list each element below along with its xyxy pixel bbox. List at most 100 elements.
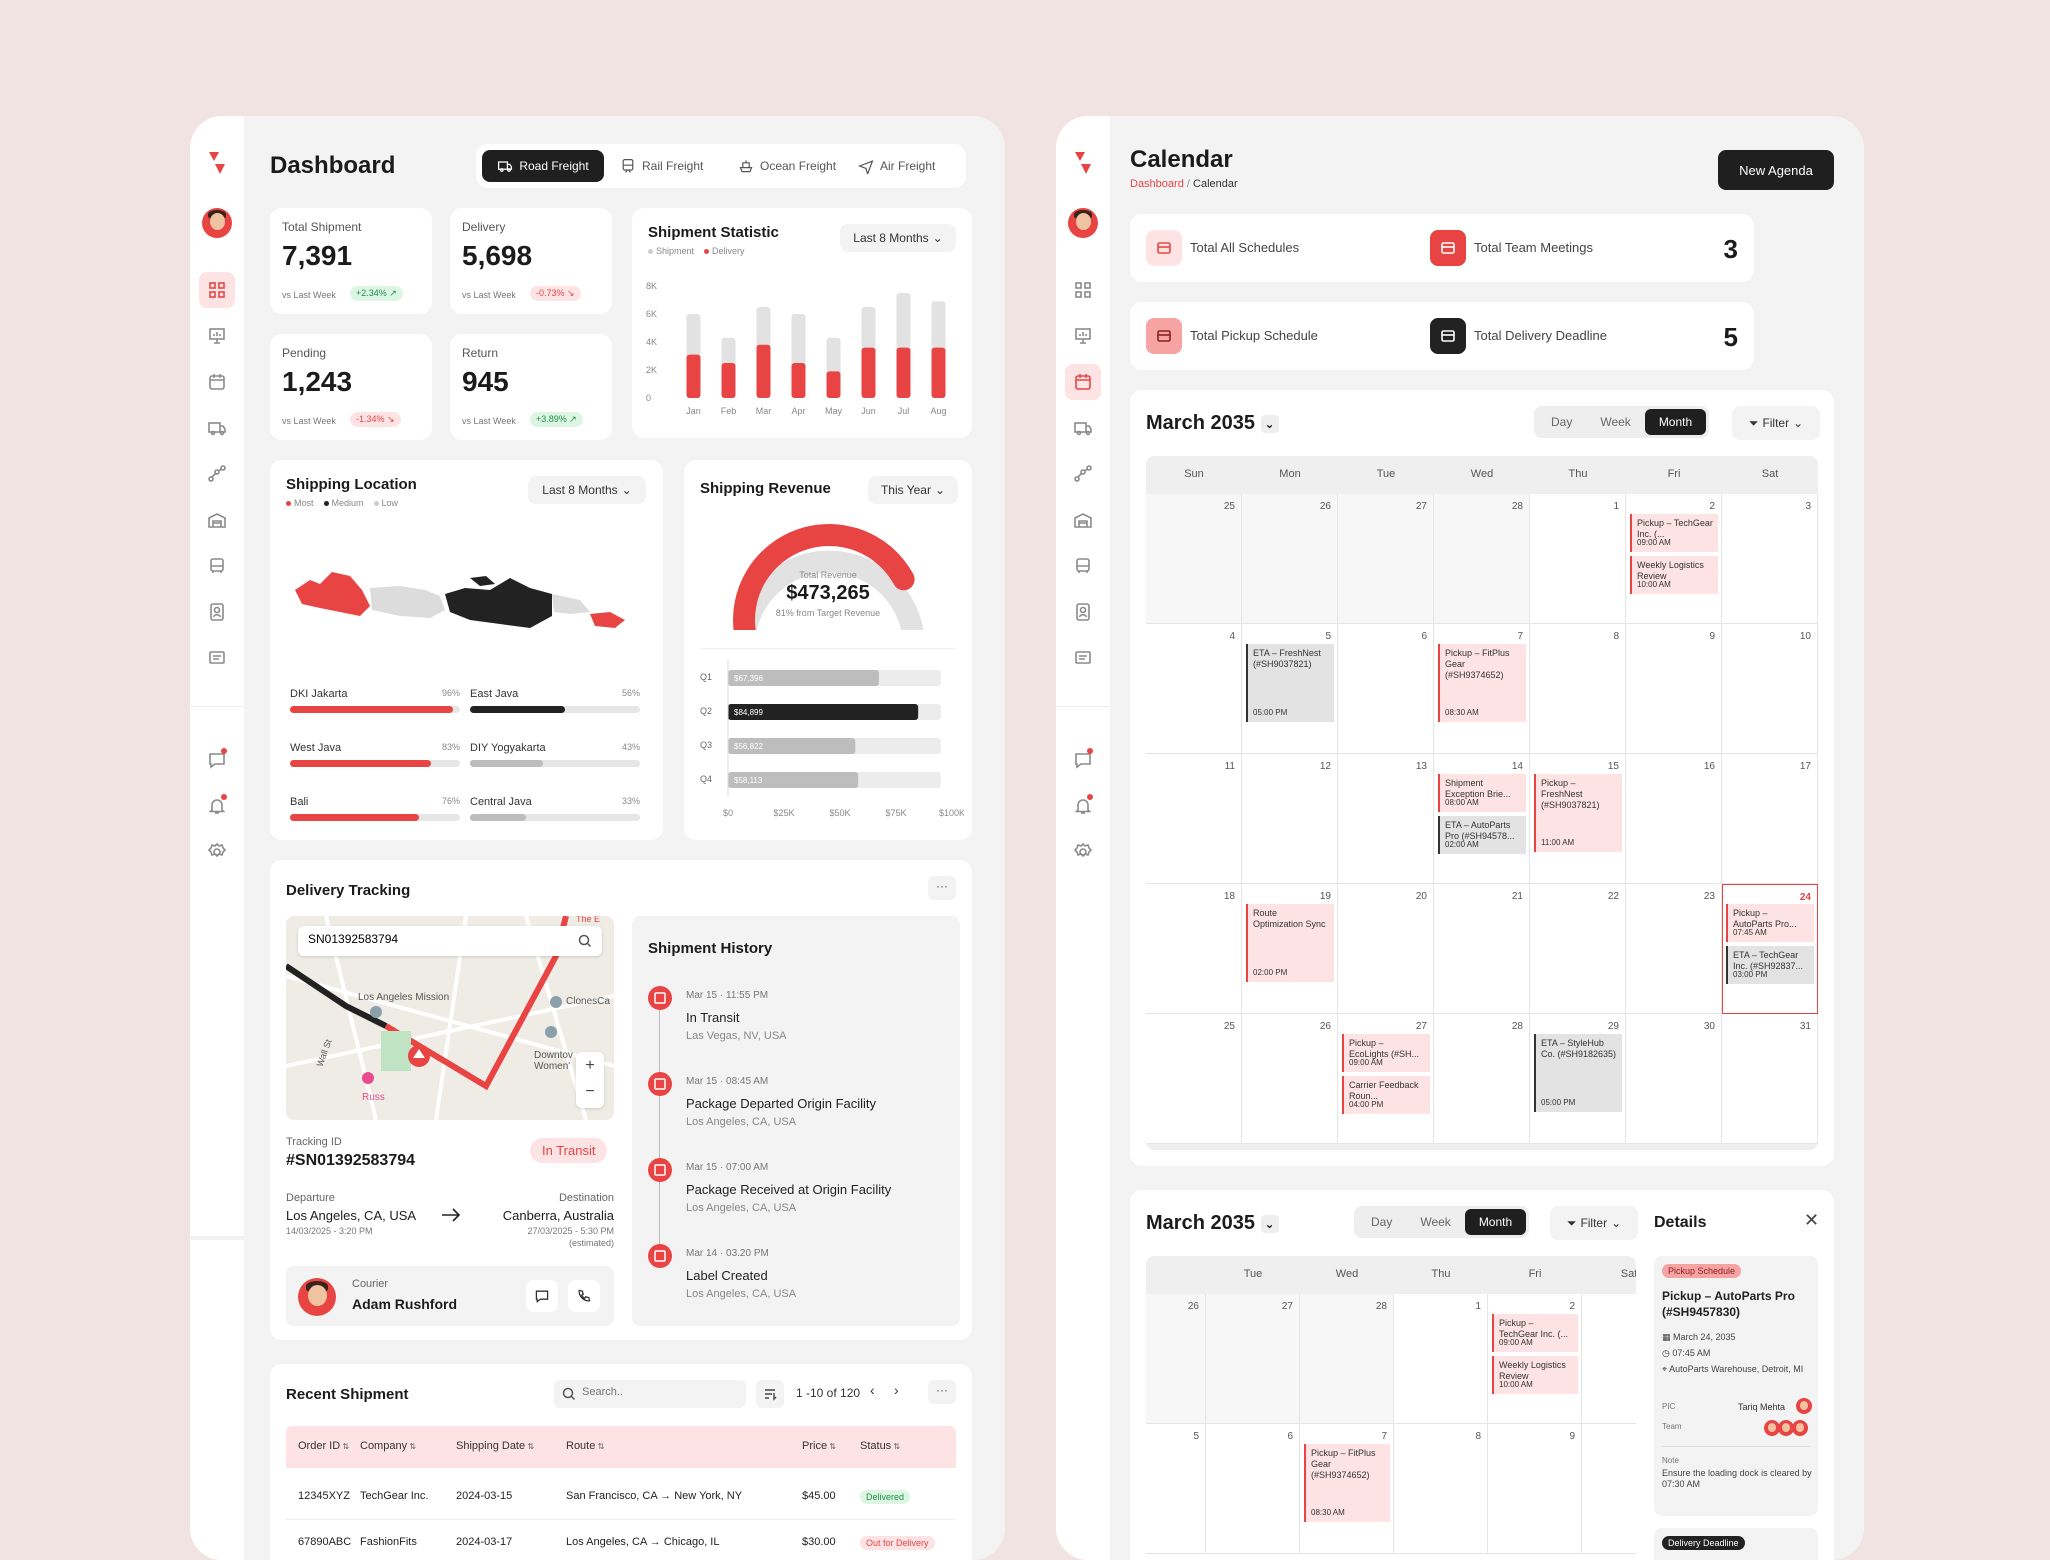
column-header[interactable]: Status ⇅	[860, 1440, 901, 1452]
zoom-out-button[interactable]: −	[585, 1083, 595, 1100]
recent-search-input[interactable]	[582, 1386, 732, 1398]
zoom-in-button[interactable]: +	[585, 1057, 595, 1074]
calendar-event[interactable]: Pickup – FreshNest (#SH9037821) 11:00 AM	[1534, 774, 1622, 852]
truck-icon[interactable]	[1065, 410, 1101, 446]
calendar-day-cell[interactable]: 23	[1626, 884, 1722, 1014]
calendar-day-cell[interactable]: 18	[1146, 884, 1242, 1014]
calendar-day-cell[interactable]: 31	[1722, 1014, 1818, 1144]
calendar-day-cell[interactable]: 25	[1146, 1014, 1242, 1144]
calendar-icon[interactable]	[199, 364, 235, 400]
avatar[interactable]	[1068, 208, 1098, 238]
calendar-event[interactable]: ETA – FreshNest (#SH9037821) 05:00 PM	[1246, 644, 1334, 722]
view-month[interactable]: Month	[1464, 1209, 1527, 1235]
calendar-event[interactable]: Shipment Exception Brie... 08:00 AM	[1438, 774, 1526, 812]
calendar-day-cell[interactable]: 17	[1722, 754, 1818, 884]
calendar-day-cell[interactable]: 28	[1434, 1014, 1530, 1144]
calendar-day-cell[interactable]: 5	[1146, 1424, 1206, 1554]
calendar-day-cell[interactable]: 4	[1146, 624, 1242, 754]
calendar-event[interactable]: Weekly Logistics Review 10:00 AM	[1492, 1356, 1578, 1394]
calendar-day-cell[interactable]: 22	[1530, 884, 1626, 1014]
calendar-event[interactable]: Pickup – FitPlus Gear (#SH9374652) 08:30 …	[1304, 1444, 1390, 1522]
calendar-event[interactable]: ETA – AutoParts Pro (#SH94578... 02:00 AM	[1438, 816, 1526, 854]
calendar-day-cell[interactable]: 11	[1146, 754, 1242, 884]
next-page-button[interactable]: ›	[894, 1382, 899, 1398]
calendar-day-cell[interactable]: 13	[1338, 754, 1434, 884]
calendar-day-cell[interactable]: 9	[1488, 1424, 1582, 1554]
analytics-icon[interactable]	[199, 318, 235, 354]
calendar-day-cell[interactable]: 6	[1338, 624, 1434, 754]
settings-icon[interactable]	[199, 834, 235, 870]
calendar-event[interactable]: Pickup – TechGear Inc. (... 09:00 AM	[1630, 514, 1718, 552]
calendar-event[interactable]: Route Optimization Sync 02:00 PM	[1246, 904, 1334, 982]
calendar-day-cell[interactable]: 10	[1722, 624, 1818, 754]
calendar-day-cell[interactable]: 26	[1242, 1014, 1338, 1144]
calendar-day-cell[interactable]: 20	[1338, 884, 1434, 1014]
calendar-event[interactable]: Carrier Feedback Roun... 04:00 PM	[1342, 1076, 1430, 1114]
dashboard-icon[interactable]	[199, 272, 235, 308]
message-icon[interactable]	[1065, 640, 1101, 676]
tracking-map[interactable]: Los Angeles Mission ClonesCa Downtov Wom…	[286, 916, 614, 1120]
analytics-icon[interactable]	[1065, 318, 1101, 354]
calendar-day-cell[interactable]: 25	[1146, 494, 1242, 624]
month-selector-2[interactable]: March 2035 ⌄	[1146, 1212, 1279, 1235]
view-month[interactable]: Month	[1644, 409, 1707, 435]
chat-icon[interactable]	[199, 742, 235, 778]
tab-rail-freight[interactable]: Rail Freight	[620, 150, 703, 182]
calendar-day-cell[interactable]: 21	[1434, 884, 1530, 1014]
calendar-day-cell[interactable]: 1	[1530, 494, 1626, 624]
breadcrumb-root[interactable]: Dashboard	[1130, 178, 1184, 190]
column-header[interactable]: Company ⇅	[360, 1440, 417, 1452]
location-filter-dropdown[interactable]: Last 8 Months ⌄	[528, 476, 646, 504]
calendar-day-cell[interactable]: 28	[1300, 1294, 1394, 1424]
tracking-search-input[interactable]	[308, 932, 558, 946]
view-week[interactable]: Week	[1420, 1215, 1451, 1229]
calendar-day-cell[interactable]: 28	[1434, 494, 1530, 624]
calendar-day-cell[interactable]: 3	[1722, 494, 1818, 624]
sort-button[interactable]	[756, 1380, 784, 1408]
more-button[interactable]: ···	[928, 876, 956, 900]
calendar-event[interactable]: Weekly Logistics Review 10:00 AM	[1630, 556, 1718, 594]
calendar-event[interactable]: Pickup – FitPlus Gear (#SH9374652) 08:30 …	[1438, 644, 1526, 722]
chat-courier-button[interactable]	[526, 1280, 558, 1312]
call-courier-button[interactable]	[568, 1280, 600, 1312]
column-header[interactable]: Shipping Date ⇅	[456, 1440, 535, 1452]
calendar-day-cell[interactable]: 26	[1146, 1294, 1206, 1424]
view-day[interactable]: Day	[1551, 415, 1573, 429]
calendar-day-cell[interactable]: 8	[1394, 1424, 1488, 1554]
warehouse-icon[interactable]	[1065, 502, 1101, 538]
route-icon[interactable]	[1065, 456, 1101, 492]
calendar-day-cell[interactable]: 16	[1626, 754, 1722, 884]
tab-ocean-freight[interactable]: Ocean Freight	[738, 150, 836, 182]
avatar[interactable]	[202, 208, 232, 238]
column-header[interactable]: Route ⇅	[566, 1440, 605, 1452]
column-header[interactable]: Price ⇅	[802, 1440, 836, 1452]
warehouse-icon[interactable]	[199, 502, 235, 538]
table-row[interactable]: 67890ABC FashionFits 2024-03-17 Los Angeles…	[286, 1522, 956, 1560]
search-icon[interactable]	[578, 934, 592, 948]
calendar-day-cell[interactable]: 27	[1338, 494, 1434, 624]
filter-button[interactable]: ⏷ Filter ⌄	[1732, 406, 1820, 440]
bus-icon[interactable]	[199, 548, 235, 584]
route-icon[interactable]	[199, 456, 235, 492]
calendar-day-cell[interactable]: 9	[1626, 624, 1722, 754]
bell-icon[interactable]	[199, 788, 235, 824]
statistic-filter-dropdown[interactable]: Last 8 Months ⌄	[840, 224, 956, 252]
close-icon[interactable]: ✕	[1804, 1210, 1820, 1230]
calendar-day-cell[interactable]: 1	[1394, 1294, 1488, 1424]
calendar-event[interactable]: ETA – StyleHub Co. (#SH9182635) 05:00 PM	[1534, 1034, 1622, 1112]
dashboard-icon[interactable]	[1065, 272, 1101, 308]
tab-road-freight[interactable]: Road Freight	[482, 150, 604, 182]
calendar-day-cell[interactable]: 10	[1582, 1424, 1636, 1554]
calendar-event[interactable]: ETA – TechGear Inc. (#SH92837... 03:00 PM	[1726, 946, 1814, 984]
revenue-filter-dropdown[interactable]: This Year ⌄	[868, 476, 958, 504]
bell-icon[interactable]	[1065, 788, 1101, 824]
view-week[interactable]: Week	[1600, 415, 1631, 429]
calendar-day-cell[interactable]: 3	[1582, 1294, 1636, 1424]
filter-button-2[interactable]: ⏷ Filter ⌄	[1550, 1206, 1638, 1240]
chat-icon[interactable]	[1065, 742, 1101, 778]
recent-more-button[interactable]: ···	[928, 1380, 956, 1404]
calendar-day-cell[interactable]: 12	[1242, 754, 1338, 884]
calendar-day-cell[interactable]: 6	[1206, 1424, 1300, 1554]
calendar-event[interactable]: Pickup – AutoParts Pro... 07:45 AM	[1726, 904, 1814, 942]
contacts-icon[interactable]	[1065, 594, 1101, 630]
